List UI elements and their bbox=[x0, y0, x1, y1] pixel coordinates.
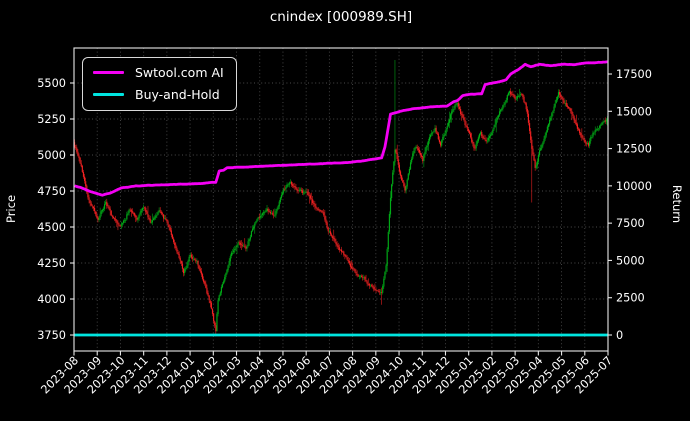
return-tick-label: 17500 bbox=[616, 68, 652, 81]
line-series bbox=[74, 60, 608, 337]
candlestick-series bbox=[74, 59, 608, 337]
return-tick-label: 0 bbox=[616, 329, 623, 342]
price-tick-label: 5000 bbox=[37, 149, 66, 162]
price-tick-label: 4750 bbox=[37, 185, 66, 198]
return-tick-label: 5000 bbox=[616, 254, 645, 267]
legend-label-ai: Swtool.com AI bbox=[135, 65, 224, 80]
legend: Swtool.com AI Buy-and-Hold bbox=[82, 57, 237, 111]
ai-line-swatch-icon bbox=[93, 70, 124, 75]
left-axis-title: Price bbox=[4, 195, 18, 223]
axis-tick-labels: 5500 5250 5000 4750 4500 4250 4000 3750 17500 150… bbox=[37, 68, 652, 396]
axis-ticks bbox=[70, 73, 612, 356]
price-tick-label: 3750 bbox=[37, 329, 66, 342]
legend-item-bh: Buy-and-Hold bbox=[93, 85, 224, 104]
legend-label-bh: Buy-and-Hold bbox=[135, 87, 220, 102]
price-tick-label: 4000 bbox=[37, 293, 66, 306]
legend-item-ai: Swtool.com AI bbox=[93, 63, 224, 82]
price-tick-label: 5250 bbox=[37, 113, 66, 126]
ai-return-line bbox=[74, 60, 608, 197]
return-tick-label: 7500 bbox=[616, 217, 645, 230]
return-tick-label: 12500 bbox=[616, 143, 652, 156]
return-tick-label: 2500 bbox=[616, 292, 645, 305]
price-tick-label: 4250 bbox=[37, 257, 66, 270]
chart-title: cnindex [000989.SH] bbox=[270, 9, 412, 25]
return-tick-label: 15000 bbox=[616, 105, 652, 118]
price-tick-label: 5500 bbox=[37, 77, 66, 90]
return-tick-label: 10000 bbox=[616, 180, 652, 193]
buy-and-hold-swatch-icon bbox=[93, 92, 124, 97]
right-axis-title: Return bbox=[670, 185, 684, 223]
price-tick-label: 4500 bbox=[37, 221, 66, 234]
plot-border bbox=[73, 47, 609, 352]
